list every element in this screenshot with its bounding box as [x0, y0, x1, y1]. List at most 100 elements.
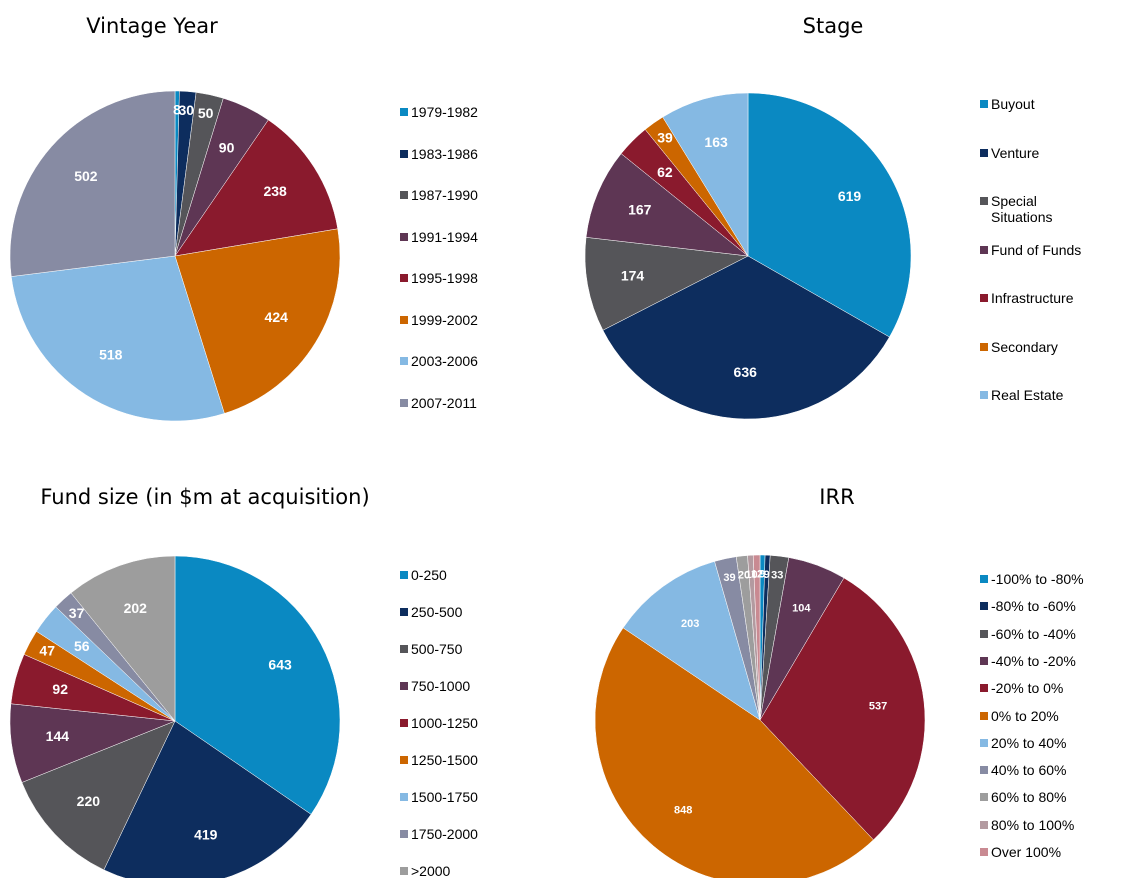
legend-swatch [980, 602, 988, 611]
chart-title: Vintage Year [86, 14, 218, 38]
data-label: 10 [745, 569, 757, 581]
legend-swatch [400, 149, 408, 158]
legend-entry: Special Situations [980, 193, 1095, 225]
legend-entry: 1995-1998 [400, 270, 515, 286]
legend-label: 60% to 80% [991, 789, 1067, 806]
data-label: 62 [657, 164, 673, 180]
legend-swatch [980, 197, 988, 205]
legend-label: 2007-2011 [411, 394, 477, 411]
legend-label: 20% to 40% [991, 734, 1067, 751]
pie-slice [662, 92, 749, 257]
legend-entry: 1987-1990 [400, 187, 515, 203]
legend-label: -60% to -40% [991, 625, 1076, 642]
legend-swatch [400, 357, 408, 365]
legend-label: 1999-2002 [411, 311, 478, 328]
legend-entry: Infrastructure [980, 290, 1095, 306]
legend-label: >2000 [411, 863, 451, 879]
data-label: 419 [194, 826, 218, 842]
legend-swatch [980, 820, 988, 829]
pie-slice [759, 577, 926, 841]
pie-slice [103, 720, 312, 878]
pie-slice [602, 255, 890, 420]
data-label: 518 [99, 347, 123, 363]
legend-label: 1250-1500 [411, 752, 478, 768]
legend-entry: 1983-1986 [400, 146, 515, 162]
legend-label: Infrastructure [991, 290, 1074, 306]
legend-label: 750-1000 [411, 678, 471, 694]
legend-swatch [980, 148, 988, 157]
legend-swatch [400, 793, 408, 801]
legend-entry: 1979-1982 [400, 104, 515, 120]
legend-entry: 0-250 [400, 567, 515, 583]
legend-label: 250-500 [411, 604, 463, 620]
legend-label: Secondary [991, 338, 1058, 355]
data-label: 202 [124, 600, 148, 616]
pie-slice [747, 92, 912, 338]
legend-label: 0% to 20% [991, 707, 1059, 724]
legend-label: 1750-2000 [411, 826, 478, 842]
legend-entry: 20% to 40% [980, 735, 1095, 751]
legend-label: Buyout [991, 96, 1035, 112]
legend-entry: 60% to 80% [980, 789, 1095, 805]
legend-entry: 40% to 60% [980, 762, 1095, 778]
legend-entry: 1000-1250 [400, 715, 515, 731]
pie-slice [174, 555, 341, 815]
legend-label: 1983-1986 [411, 145, 478, 162]
legend-swatch [400, 571, 408, 579]
legend-swatch [400, 867, 408, 875]
pie-slice [752, 554, 761, 721]
data-label: 9 [759, 569, 765, 581]
data-label: 39 [723, 572, 735, 584]
legend-label: -80% to -60% [991, 598, 1076, 615]
legend-label: 1987-1990 [411, 187, 478, 203]
legend-label: 1979-1982 [411, 104, 478, 120]
pie-slice [174, 119, 339, 257]
data-label: 636 [734, 364, 758, 380]
legend-swatch [980, 391, 988, 399]
legend-label: 500-750 [411, 641, 463, 657]
data-label: 203 [681, 618, 699, 630]
legend-swatch [980, 793, 988, 802]
legend-entry: 2007-2011 [400, 395, 515, 411]
data-label: 848 [674, 805, 692, 817]
pie-slice [584, 237, 749, 331]
data-label: 163 [704, 134, 728, 150]
pie-slice [11, 255, 225, 422]
data-label: 33 [771, 570, 783, 582]
legend-entry: Over 100% [980, 844, 1095, 860]
legend-entry: 80% to 100% [980, 817, 1095, 833]
data-label: 238 [263, 183, 287, 199]
data-label: 537 [869, 701, 887, 713]
legend-label: 1991-1994 [411, 228, 478, 245]
legend-entry: 250-500 [400, 604, 515, 620]
legend-entry: 1750-2000 [400, 826, 515, 842]
legend-entry: 1250-1500 [400, 752, 515, 768]
legend-label: 0-250 [411, 567, 447, 583]
legend-swatch [980, 766, 988, 775]
legend-entry: 500-750 [400, 641, 515, 657]
pie-slice [174, 228, 341, 414]
legend-entry: 1500-1750 [400, 789, 515, 805]
legend-swatch [400, 645, 408, 653]
legend-entry: -100% to -80% [980, 571, 1095, 587]
legend-swatch [400, 232, 408, 241]
legend-label: 1500-1750 [411, 789, 478, 805]
legend-swatch [400, 756, 408, 764]
data-label: 92 [52, 681, 68, 697]
pie-slice [594, 627, 874, 878]
data-label: 39 [657, 130, 673, 146]
data-label: 30 [178, 102, 194, 118]
data-label: 37 [69, 605, 85, 621]
legend-label: Venture [991, 144, 1040, 161]
legend-swatch [980, 848, 988, 856]
legend-label: -20% to 0% [991, 680, 1064, 697]
legend-swatch [980, 245, 988, 254]
chart-title: Fund size (in $m at acquisition) [40, 485, 369, 509]
legend-entry: Venture [980, 145, 1095, 161]
legend-label: 80% to 100% [991, 816, 1075, 833]
data-label: 424 [265, 309, 289, 325]
legend-label: Special Situations [991, 193, 1053, 225]
legend-swatch [980, 656, 988, 665]
data-label: 167 [628, 201, 652, 217]
